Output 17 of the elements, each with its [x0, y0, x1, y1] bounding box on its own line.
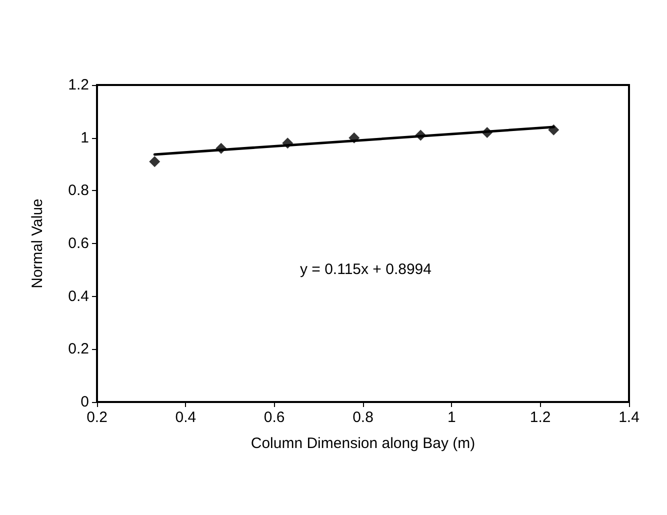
y-tick-label: 1 [80, 129, 89, 146]
x-axis-title: Column Dimension along Bay (m) [250, 435, 476, 452]
x-tick-label: 1.4 [618, 409, 640, 426]
x-tick-label: 0.6 [264, 409, 285, 426]
y-tick-label: 0 [80, 394, 89, 410]
x-tick-label: 0.8 [352, 409, 374, 426]
x-tick-label: 0.4 [175, 409, 196, 426]
y-tick-label: 1.2 [68, 76, 89, 94]
y-tick-label: 0.2 [68, 340, 89, 358]
x-tick-label: 1 [447, 409, 456, 426]
y-tick-label: 0.6 [68, 235, 89, 252]
point [149, 156, 160, 168]
annotation: y = 0.115x + 0.8994 [300, 261, 432, 278]
y-tick-label: 0.4 [68, 288, 89, 305]
x-tick-label: 1.2 [530, 409, 551, 426]
y-axis-title: Normal Value [29, 198, 46, 288]
y-tick-label: 0.8 [68, 182, 89, 200]
